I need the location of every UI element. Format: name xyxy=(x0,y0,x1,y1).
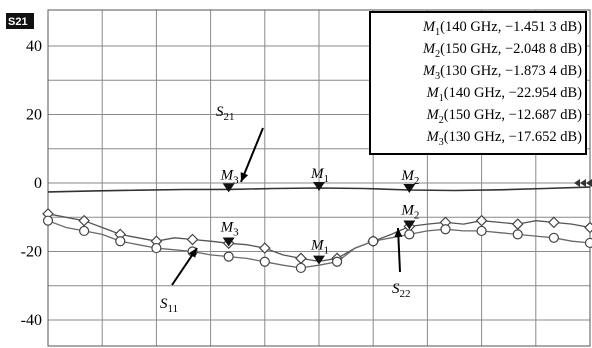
series-s21-arrowhead-icon xyxy=(240,172,249,182)
marker-triangle xyxy=(222,237,235,247)
legend-entry-sub: 2 xyxy=(439,115,444,126)
marker-triangle xyxy=(403,220,416,230)
legend-entry-text: (140 GHz, −22.954 dB) xyxy=(444,85,582,101)
legend-entry: M1(140 GHz, −22.954 dB) xyxy=(426,85,583,104)
marker-label-sub: 3 xyxy=(233,174,239,186)
legend-entry-sub: 1 xyxy=(435,27,440,38)
annotation-layer: S21 S11 S22 xyxy=(160,104,411,315)
series-s22-point xyxy=(476,225,487,237)
series-s11-arrowhead-icon xyxy=(188,248,197,258)
marker-triangle xyxy=(403,184,416,194)
reference-arrow-icon xyxy=(586,179,592,187)
series-s11-point xyxy=(584,221,592,234)
series-s22-point xyxy=(151,242,162,254)
series-s22-point xyxy=(512,229,523,240)
plot-frame xyxy=(47,9,591,347)
legend-entry-sub: 3 xyxy=(439,137,444,148)
y-tick-label: -40 xyxy=(21,312,42,329)
marker-label: M3 xyxy=(220,219,240,238)
plot-grid xyxy=(47,9,591,347)
series-label-sub: 22 xyxy=(400,288,411,300)
series-s21-label: S21 xyxy=(216,104,235,123)
trace-badge: S21 xyxy=(6,13,34,29)
series-s21-arrow-line xyxy=(240,127,264,183)
marker-label-sub: 1 xyxy=(324,173,330,185)
series-s11-label: S11 xyxy=(160,296,178,315)
series-s22-point xyxy=(548,232,559,243)
legend-entry-name: M xyxy=(422,63,436,79)
series-s22-label: S22 xyxy=(392,281,411,300)
trace-badge-text: S21 xyxy=(8,16,28,28)
legend-entry: M2(150 GHz, −12.687 dB) xyxy=(426,107,583,126)
legend-entry-name: M xyxy=(426,129,440,145)
series-s11-point xyxy=(511,218,524,230)
marker-legend: M1(140 GHz, −1.451 3 dB)M2(150 GHz, −2.0… xyxy=(369,11,587,155)
marker-triangle xyxy=(313,255,325,265)
reference-arrow-icon xyxy=(574,179,580,187)
legend-box xyxy=(369,11,587,155)
legend-entry: M1(140 GHz, −1.451 3 dB) xyxy=(422,19,582,38)
legend-entry-name: M xyxy=(422,19,436,35)
legend-entry-text: (140 GHz, −1.451 3 dB) xyxy=(440,19,582,35)
series-s22-point xyxy=(404,229,415,240)
series-s11-point xyxy=(186,233,199,246)
series-s11-point xyxy=(475,214,488,227)
y-tick-label: 40 xyxy=(26,38,42,55)
series-s22-point xyxy=(295,262,307,274)
marker-label-sub: 3 xyxy=(233,226,239,238)
series-s22-point xyxy=(79,225,90,237)
marker-triangle xyxy=(222,183,235,193)
legend-entry-sub: 1 xyxy=(439,93,444,104)
marker-label-sub: 1 xyxy=(324,245,330,257)
marker-triangle xyxy=(313,181,325,191)
legend-entry-text: (150 GHz, −12.687 dB) xyxy=(444,107,582,123)
series-s22-point xyxy=(223,251,234,262)
series-s11-point xyxy=(548,216,560,229)
y-axis-ticks: 40 20 0 -20 -40 xyxy=(21,38,42,329)
legend-entry: M2(150 GHz, −2.048 8 dB) xyxy=(422,41,582,60)
series-s22-arrowhead-icon xyxy=(394,228,403,238)
legend-entry: M3(130 GHz, −1.873 4 dB) xyxy=(422,63,582,82)
legend-entry-text: (150 GHz, −2.048 8 dB) xyxy=(440,41,582,57)
y-tick-label: 20 xyxy=(26,107,42,124)
legend-entry-text: (130 GHz, −17.652 dB) xyxy=(444,129,582,145)
series-s22-point xyxy=(42,215,54,226)
marker-label-sub: 2 xyxy=(414,175,420,187)
series-s22-point xyxy=(259,256,270,267)
series-label-sub: 21 xyxy=(224,111,235,123)
marker-label: M2 xyxy=(400,202,419,221)
legend-entry-name: M xyxy=(426,107,440,123)
series-s22-point xyxy=(584,237,592,249)
series-s22-point xyxy=(115,236,126,247)
series-s22-point xyxy=(331,256,343,267)
legend-entry: M3(130 GHz, −17.652 dB) xyxy=(426,129,583,148)
series-label-sub: 11 xyxy=(168,303,179,315)
series-s11-point xyxy=(258,242,271,254)
reference-arrow-icon xyxy=(580,179,586,187)
series-s22-line xyxy=(47,220,591,269)
legend-entry-name: M xyxy=(422,41,436,57)
legend-entry-sub: 3 xyxy=(435,71,440,82)
marker-label-sub: 2 xyxy=(414,209,420,221)
series-s22-point xyxy=(368,236,379,247)
legend-entry-name: M xyxy=(426,85,440,101)
legend-entry-sub: 2 xyxy=(435,49,440,60)
y-tick-label: 0 xyxy=(34,175,42,192)
series-s11-point xyxy=(295,252,307,265)
series-s22-point xyxy=(440,224,451,235)
series-s11-point xyxy=(78,214,90,227)
y-tick-label: -20 xyxy=(21,244,42,261)
legend-entry-text: (130 GHz, −1.873 4 dB) xyxy=(440,63,582,79)
